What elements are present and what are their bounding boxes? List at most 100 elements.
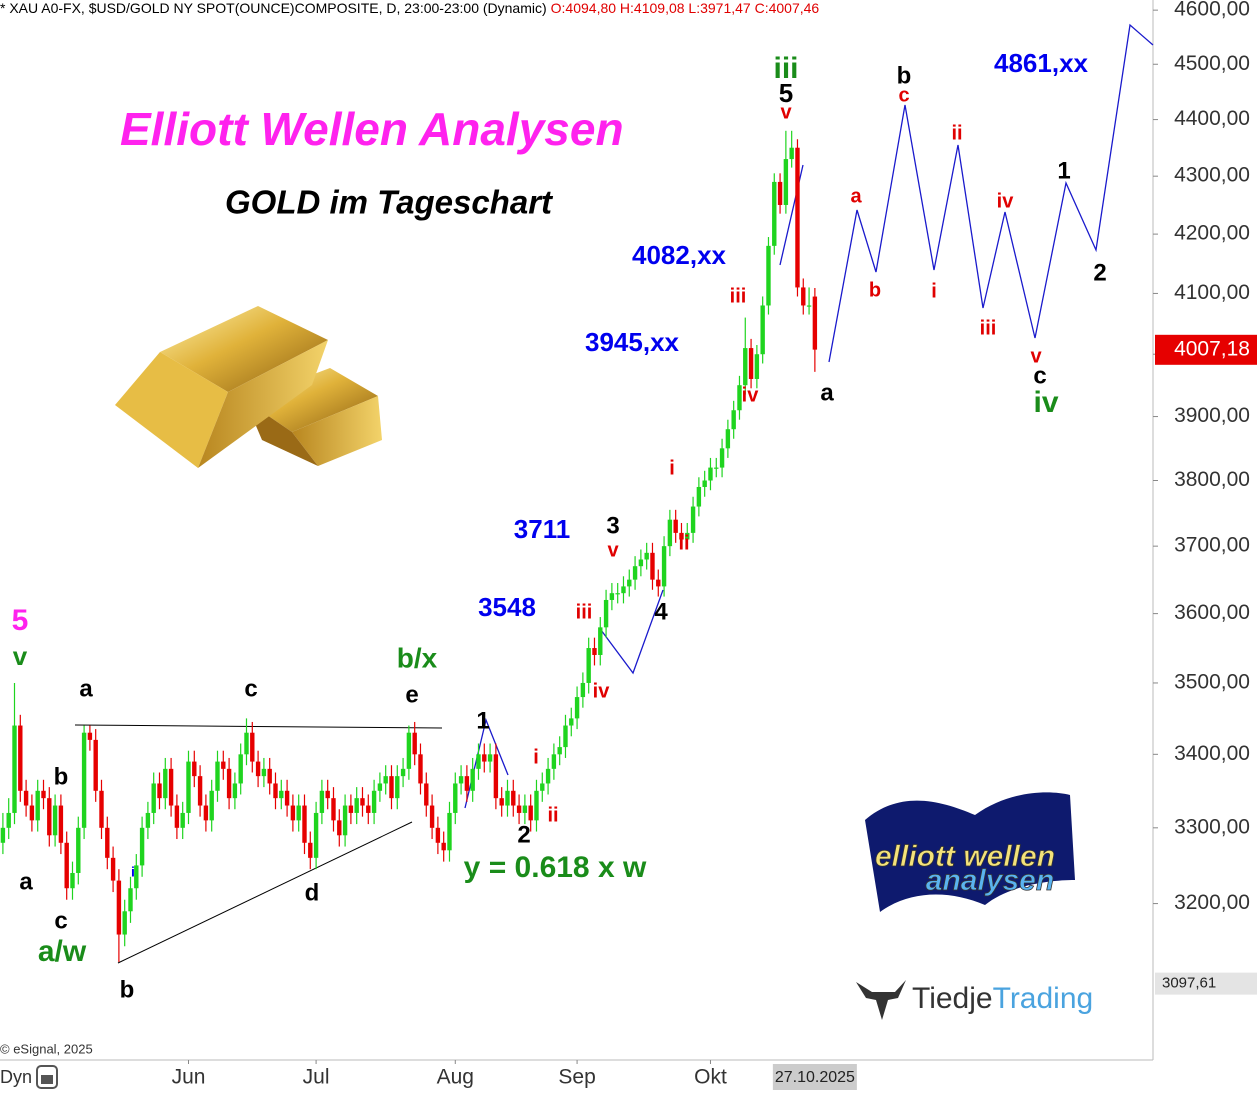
wave-label: b (897, 62, 912, 89)
candle-body (128, 888, 133, 912)
wave-label: a (19, 868, 33, 895)
candle-body (174, 805, 180, 828)
candle-body (418, 754, 423, 784)
candle-body (151, 783, 156, 813)
candle-body (458, 776, 464, 784)
candle-body (122, 911, 127, 935)
candle-body (690, 506, 696, 533)
candle-body (743, 348, 748, 386)
y-tick-label: 3800,00 (1174, 468, 1250, 491)
y-tick-label: 3200,00 (1174, 891, 1250, 914)
candle-body (493, 754, 499, 799)
candle-body (308, 842, 313, 858)
candle-body (435, 827, 441, 843)
candle-body (719, 448, 725, 468)
candle-body (145, 812, 151, 828)
wave-label: iv (742, 384, 760, 406)
candle-body (650, 552, 655, 580)
candle-body (87, 732, 93, 740)
wave-label: d (305, 879, 320, 906)
x-tick-label: Jul (303, 1066, 330, 1089)
candle-body (400, 768, 406, 777)
candle-body (441, 842, 446, 851)
chart-subtitle: GOLD im Tageschart (225, 184, 554, 221)
y-tick-label: 3700,00 (1174, 534, 1250, 557)
wave-label: c (54, 907, 67, 934)
x-tick-label: Jun (172, 1066, 206, 1089)
candle-body (244, 732, 249, 755)
wave-label: i (669, 457, 675, 479)
candle-body (325, 790, 330, 799)
candle-body (464, 776, 470, 791)
triangle-line (74, 724, 443, 729)
wave-label: i (931, 280, 937, 302)
candle-body (238, 754, 243, 784)
candle-body (685, 532, 690, 540)
wave-label: a (820, 379, 834, 406)
wave-label: iii (980, 317, 997, 339)
candle-body (714, 467, 719, 469)
candle-body (290, 805, 296, 821)
toolbar-dyn[interactable]: Dyn (0, 1067, 32, 1087)
candle-body (366, 805, 371, 813)
candle-body (476, 754, 481, 769)
candle-body (313, 812, 319, 858)
wave-label: ii (547, 804, 558, 826)
wave-label: iv (593, 680, 611, 702)
price-axis-bg (1153, 0, 1257, 1090)
tiedje-text: TiedjeTrading (912, 982, 1093, 1015)
candle-body (772, 181, 777, 246)
candle-body (232, 783, 238, 799)
candle-body (255, 761, 261, 777)
y-tick-label: 4200,00 (1174, 222, 1250, 245)
y-tick-label: 3600,00 (1174, 601, 1250, 624)
wave-label: a (850, 185, 862, 207)
wave-label: 2 (1093, 259, 1106, 286)
candle-body (586, 648, 591, 683)
wave-label: 5 (779, 78, 793, 108)
candle-body (748, 348, 754, 379)
date-marker-label: 27.10.2025 (775, 1069, 855, 1086)
price-marker-box (1155, 334, 1257, 365)
candle-body (447, 812, 452, 851)
candle-body (116, 880, 122, 935)
candle-body (453, 783, 458, 813)
wave-label: 1 (1057, 157, 1070, 184)
candle-body (41, 790, 46, 799)
candle-body (522, 805, 528, 813)
candle-body (284, 790, 290, 806)
candle-body (777, 181, 783, 205)
price-marker-box (1155, 972, 1257, 995)
candle-body (209, 790, 214, 821)
candle-body (644, 552, 649, 560)
price-marker-label: 3097,61 (1162, 975, 1216, 992)
candle-body (23, 790, 29, 806)
candle-body (795, 147, 800, 288)
candle-body (81, 732, 87, 828)
ewa-logo-bottom: analysen (926, 864, 1054, 897)
lock-icon[interactable] (36, 1065, 58, 1089)
wave-label: i (533, 746, 539, 768)
candle-body (528, 805, 533, 821)
candle-body (801, 287, 806, 306)
header-ohlc: O:4094,80 H:4109,08 L:3971,47 C:4007,46 (551, 0, 820, 16)
candle-body (673, 519, 678, 533)
wave-label: c (1033, 362, 1046, 389)
candle-body (545, 768, 551, 784)
candle-body (6, 812, 11, 828)
wave-label: 3548 (478, 592, 536, 622)
wave-label: i (131, 864, 135, 880)
y-tick-label: 4300,00 (1174, 164, 1250, 187)
header: * XAU A0-FX, $USD/GOLD NY SPOT(OUNCE)COM… (0, 0, 819, 16)
candle-body (180, 812, 185, 828)
candle-body (203, 805, 209, 821)
candle-body (52, 805, 58, 836)
candle-body (511, 790, 516, 806)
candle-body (540, 783, 545, 791)
wave-label: 5 (12, 604, 29, 637)
wave-label: 2 (517, 821, 530, 848)
candle-body (221, 761, 226, 769)
y-tick-label: 4400,00 (1174, 107, 1250, 130)
candle-body (627, 579, 632, 587)
